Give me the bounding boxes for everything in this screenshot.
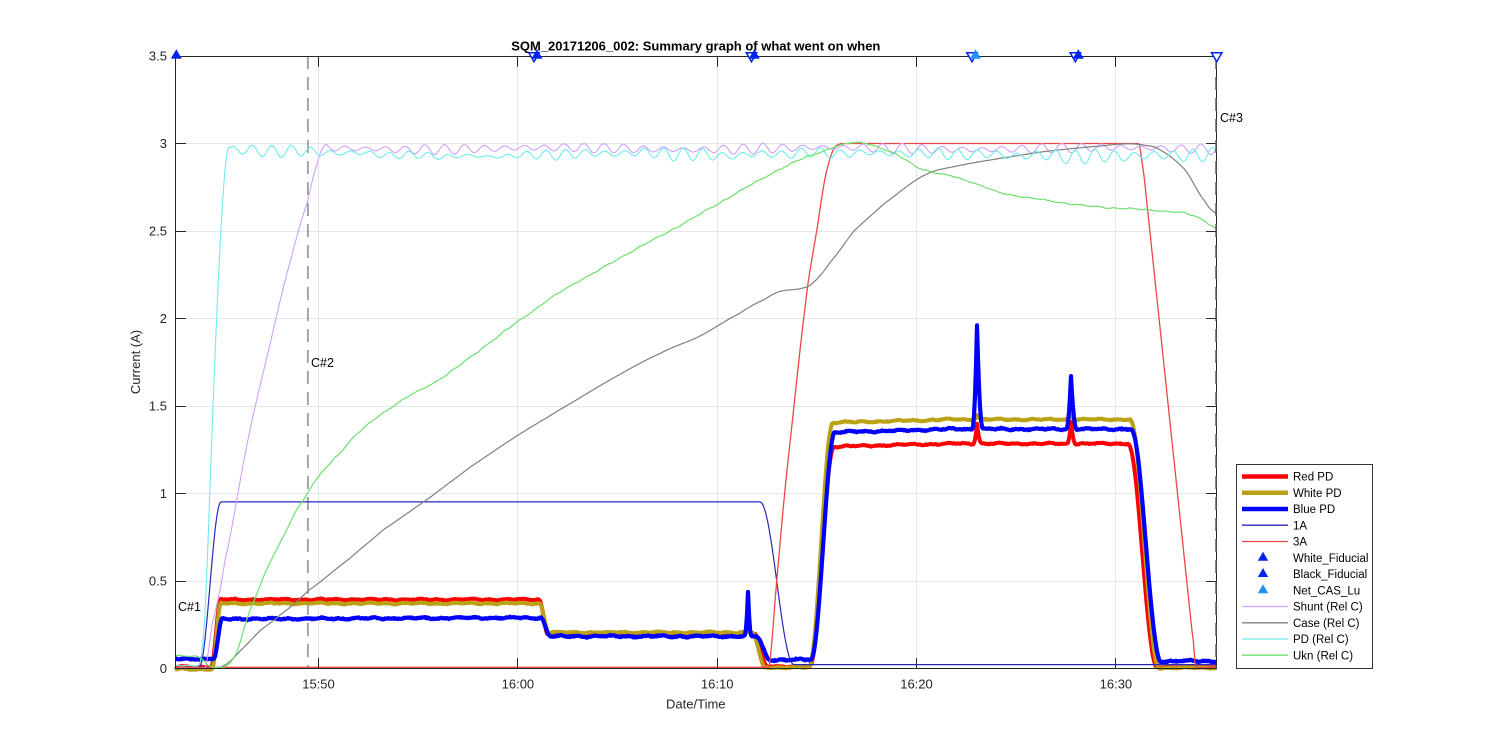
- svg-text:16:30: 16:30: [1100, 677, 1133, 692]
- svg-text:16:20: 16:20: [900, 677, 933, 692]
- svg-text:Net_CAS_Lu: Net_CAS_Lu: [1293, 586, 1360, 598]
- svg-text:White PD: White PD: [1293, 488, 1342, 500]
- svg-text:Blue PD: Blue PD: [1293, 504, 1335, 516]
- svg-text:SQM_20171206_002: Summary grap: SQM_20171206_002: Summary graph of what …: [511, 39, 880, 54]
- svg-text:White_Fiducial: White_Fiducial: [1293, 553, 1368, 565]
- svg-text:3.5: 3.5: [149, 49, 167, 64]
- svg-text:16:00: 16:00: [502, 677, 535, 692]
- svg-text:Current (A): Current (A): [128, 330, 143, 394]
- svg-text:2: 2: [160, 311, 167, 326]
- svg-text:Ukn (Rel C): Ukn (Rel C): [1293, 651, 1353, 663]
- svg-text:C#3: C#3: [1220, 111, 1243, 125]
- svg-text:2.5: 2.5: [149, 224, 167, 239]
- svg-text:Red PD: Red PD: [1293, 472, 1333, 484]
- svg-text:Black_Fiducial: Black_Fiducial: [1293, 569, 1367, 581]
- svg-text:PD (Rel C): PD (Rel C): [1293, 634, 1349, 646]
- svg-text:Date/Time: Date/Time: [666, 697, 725, 712]
- svg-text:1: 1: [160, 486, 167, 501]
- svg-text:1A: 1A: [1293, 521, 1307, 533]
- svg-text:16:10: 16:10: [701, 677, 734, 692]
- svg-text:1.5: 1.5: [149, 399, 167, 414]
- svg-text:C#1: C#1: [178, 600, 201, 614]
- svg-text:Case (Rel C): Case (Rel C): [1293, 618, 1360, 630]
- svg-text:0.5: 0.5: [149, 574, 167, 589]
- svg-text:15:50: 15:50: [302, 677, 335, 692]
- svg-text:0: 0: [160, 661, 167, 676]
- svg-text:C#2: C#2: [311, 356, 334, 370]
- svg-text:Shunt (Rel C): Shunt (Rel C): [1293, 602, 1363, 614]
- svg-text:3: 3: [160, 136, 167, 151]
- svg-text:3A: 3A: [1293, 537, 1307, 549]
